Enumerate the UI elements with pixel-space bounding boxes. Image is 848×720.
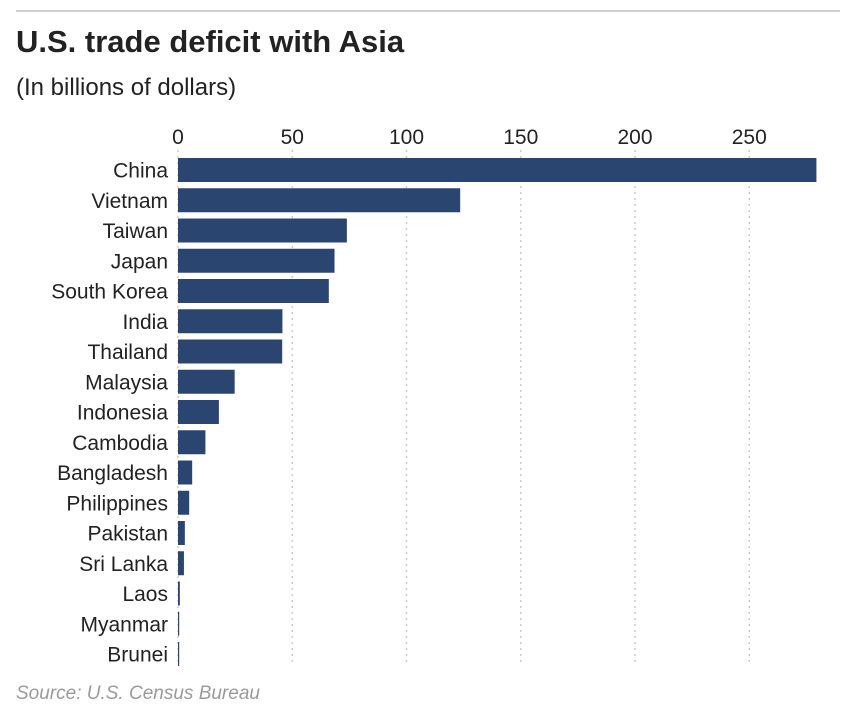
bar-thailand — [178, 339, 283, 364]
bar-laos — [178, 581, 180, 606]
bar-indonesia — [178, 400, 219, 424]
category-label: Myanmar — [80, 613, 168, 636]
bar-pakistan — [178, 521, 185, 545]
x-tick-label: 100 — [389, 126, 424, 149]
top-rule — [16, 10, 840, 12]
category-label: Thailand — [87, 341, 168, 364]
x-tick-label: 150 — [503, 126, 538, 149]
bar-cambodia — [178, 430, 206, 455]
bar-japan — [178, 248, 335, 273]
bar-south-korea — [178, 279, 329, 303]
source-note: Source: U.S. Census Bureau — [16, 683, 260, 704]
category-label: Brunei — [107, 644, 168, 667]
category-label: Japan — [111, 250, 168, 273]
category-label: Sri Lanka — [79, 553, 168, 576]
category-label: Philippines — [66, 492, 168, 515]
category-label: Malaysia — [85, 371, 168, 394]
bar-india — [178, 309, 283, 334]
category-labels: China Vietnam Taiwan Japan South Korea India T… — [51, 160, 168, 667]
bar-myanmar — [178, 611, 180, 636]
x-tick-label: 250 — [732, 126, 767, 149]
chart-subtitle: (In billions of dollars) — [16, 74, 237, 101]
category-label: Bangladesh — [57, 462, 168, 485]
x-tick-label: 50 — [281, 126, 304, 149]
bar-vietnam — [178, 188, 461, 213]
category-label: Laos — [122, 583, 168, 606]
category-label: Taiwan — [103, 220, 168, 243]
bars — [178, 158, 817, 666]
bar-bangladesh — [178, 460, 193, 485]
x-tick-label: 200 — [617, 126, 652, 149]
x-tick-labels: 0 50 100 150 200 250 — [172, 126, 767, 149]
category-label: Pakistan — [87, 523, 168, 546]
bar-china — [178, 158, 817, 182]
category-label: Cambodia — [72, 432, 168, 455]
bar-taiwan — [178, 218, 347, 243]
chart-title: U.S. trade deficit with Asia — [16, 24, 405, 59]
x-tick-label: 0 — [172, 126, 184, 149]
bar-philippines — [178, 490, 190, 515]
category-label: Vietnam — [91, 190, 168, 213]
category-label: China — [113, 160, 168, 183]
bar-malaysia — [178, 369, 235, 394]
category-label: India — [122, 311, 168, 334]
bar-sri-lanka — [178, 551, 184, 576]
bar-brunei — [178, 642, 180, 666]
category-label: South Korea — [51, 281, 168, 304]
category-label: Indonesia — [77, 402, 168, 425]
